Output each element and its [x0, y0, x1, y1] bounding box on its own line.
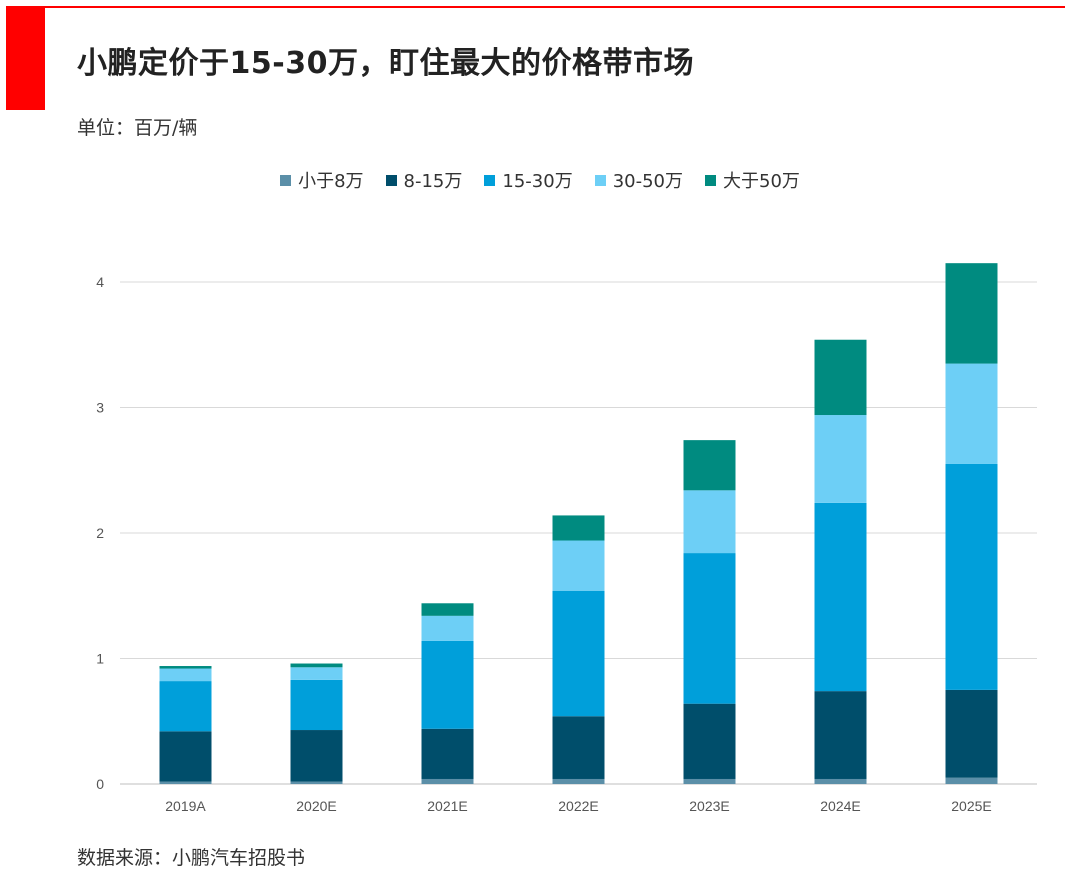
x-tick-label: 2019A — [165, 798, 206, 814]
x-tick-label: 2025E — [951, 798, 991, 814]
bar-segment — [290, 781, 343, 784]
legend-swatch — [484, 174, 496, 186]
bar-segment — [945, 263, 998, 364]
bar-segment — [552, 716, 605, 779]
x-tick-label: 2021E — [427, 798, 467, 814]
bar-segment — [945, 689, 998, 778]
legend-label: 30-50万 — [612, 171, 684, 192]
bar-segment — [159, 781, 212, 784]
y-tick-label: 1 — [96, 651, 104, 667]
legend-item-1: 8-15万 — [385, 167, 463, 193]
chart-legend: 小于8万 8-15万 15-30万 30-50万 大于50万 — [0, 167, 1080, 193]
x-tick-label: 2024E — [820, 798, 860, 814]
bar-segment — [159, 681, 212, 732]
bar-segment — [814, 502, 867, 692]
data-source: 数据来源：小鹏汽车招股书 — [77, 847, 306, 869]
bar-segment — [552, 778, 605, 784]
bar-segment — [159, 666, 212, 669]
bar-segment — [814, 778, 867, 784]
unit-label: 单位：百万/辆 — [77, 117, 198, 139]
legend-swatch — [280, 174, 292, 186]
legend-swatch — [594, 174, 606, 186]
y-tick-label: 4 — [96, 274, 104, 290]
bar-segment — [683, 703, 736, 779]
bar-segment — [683, 778, 736, 784]
bar-segment — [683, 490, 736, 554]
legend-item-2: 15-30万 — [484, 167, 573, 193]
bar-segment — [683, 553, 736, 704]
title-accent-line — [45, 6, 1065, 8]
x-tick-label: 2020E — [296, 798, 336, 814]
bar-segment — [552, 515, 605, 541]
legend-label: 大于50万 — [723, 171, 800, 192]
bar-segment — [814, 691, 867, 779]
bar-segment — [421, 615, 474, 641]
bar-segment — [159, 668, 212, 682]
legend-swatch — [705, 174, 717, 186]
page-title: 小鹏定价于15-30万，盯住最大的价格带市场 — [77, 46, 694, 81]
legend-item-4: 大于50万 — [705, 167, 800, 193]
bar-segment — [290, 667, 343, 680]
bar-segment — [421, 728, 474, 779]
title-accent-block — [6, 6, 45, 110]
bar-segment — [421, 603, 474, 616]
y-tick-label: 0 — [96, 776, 104, 792]
bar-segment — [814, 415, 867, 503]
legend-item-0: 小于8万 — [280, 167, 364, 193]
bar-segment — [421, 778, 474, 784]
legend-label: 小于8万 — [298, 171, 364, 192]
y-tick-label: 2 — [96, 525, 104, 541]
bar-segment — [945, 777, 998, 784]
bar-segment — [290, 663, 343, 668]
y-tick-label: 3 — [96, 400, 104, 416]
legend-swatch — [385, 174, 397, 186]
bar-segment — [683, 440, 736, 491]
legend-item-3: 30-50万 — [594, 167, 684, 193]
x-tick-label: 2022E — [558, 798, 598, 814]
bar-segment — [290, 679, 343, 731]
bar-segment — [159, 731, 212, 782]
bar-segment — [945, 363, 998, 464]
bar-segment — [814, 339, 867, 416]
bar-segment — [290, 730, 343, 782]
bar-segment — [552, 540, 605, 591]
bar-segment — [421, 640, 474, 729]
legend-label: 15-30万 — [502, 171, 573, 192]
bar-segment — [552, 590, 605, 717]
bar-segment — [945, 463, 998, 690]
x-tick-label: 2023E — [689, 798, 729, 814]
legend-label: 8-15万 — [403, 171, 463, 192]
